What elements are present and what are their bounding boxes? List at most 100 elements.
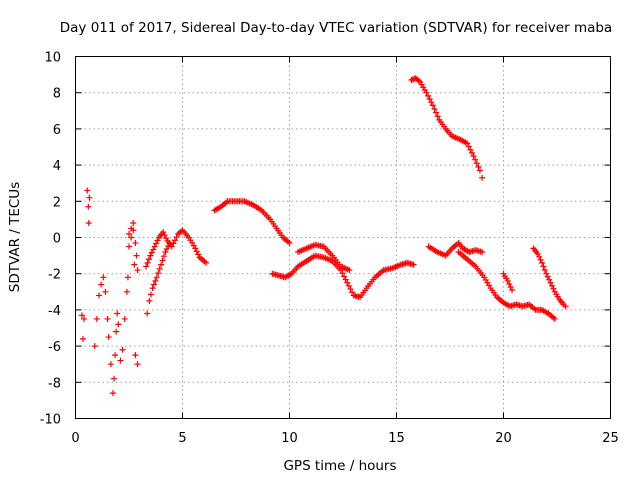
x-tick-label: 0 <box>71 431 79 446</box>
y-tick-labels: -10 -8 -6 -4 -2 0 2 4 6 8 10 <box>40 51 61 428</box>
series-m <box>530 245 569 310</box>
y-tick-label: -8 <box>48 376 61 391</box>
data-point <box>105 334 112 341</box>
data-point <box>111 375 118 382</box>
data-point <box>346 267 353 274</box>
data-point <box>541 267 548 274</box>
grid-lines <box>75 56 611 419</box>
data-point <box>134 267 141 274</box>
data-point <box>344 279 351 286</box>
x-tick-label: 10 <box>281 431 298 446</box>
x-tick-label: 15 <box>388 431 405 446</box>
data-point <box>475 163 482 170</box>
data-point <box>81 315 88 322</box>
data-point <box>534 250 541 257</box>
data-point <box>132 352 139 359</box>
data-point <box>347 286 354 293</box>
data-point <box>349 289 356 296</box>
data-point <box>112 352 119 359</box>
data-point <box>147 252 154 259</box>
data-point <box>434 113 441 120</box>
data-point <box>509 286 516 293</box>
data-point <box>168 243 175 250</box>
series-d <box>144 239 173 317</box>
data-point <box>133 252 140 259</box>
data-point <box>100 274 107 281</box>
data-point <box>544 273 551 280</box>
data-point <box>114 310 121 317</box>
data-point <box>148 249 155 256</box>
data-point <box>161 232 168 239</box>
data-point <box>163 245 170 252</box>
data-point <box>152 277 159 284</box>
data-point <box>96 292 103 299</box>
data-point <box>159 257 166 264</box>
series-l <box>500 270 516 293</box>
data-point <box>341 273 348 280</box>
y-tick-label: -6 <box>48 340 61 355</box>
y-tick-label: -4 <box>48 304 61 319</box>
y-tick-label: 6 <box>53 123 61 138</box>
data-point <box>429 102 436 109</box>
data-point <box>145 256 152 263</box>
data-point <box>132 239 139 246</box>
data-point <box>154 237 161 244</box>
data-point <box>550 285 557 292</box>
data-point <box>144 310 151 317</box>
series-e <box>143 227 210 270</box>
data-point <box>170 240 177 247</box>
data-point <box>147 291 154 298</box>
data-point <box>143 263 150 270</box>
axis-ticks <box>75 56 611 419</box>
data-point <box>160 229 167 236</box>
data-point <box>158 261 165 268</box>
data-point <box>151 243 158 250</box>
data-point <box>342 276 349 283</box>
data-point <box>506 280 513 287</box>
x-axis-label: GPS time / hours <box>283 458 396 474</box>
data-point <box>173 234 180 241</box>
chart-title: Day 011 of 2017, Sidereal Day-to-day VTE… <box>60 20 612 36</box>
data-point <box>536 253 543 260</box>
y-axis-label: SDTVAR / TECUs <box>7 182 23 292</box>
y-tick-label: 10 <box>44 51 61 66</box>
data-point <box>98 281 105 288</box>
data-point <box>113 328 120 335</box>
data-point <box>153 274 160 281</box>
data-point <box>131 261 138 268</box>
y-tick-label: 0 <box>53 232 61 247</box>
data-point <box>162 248 169 255</box>
data-point <box>470 153 477 160</box>
data-point <box>107 361 114 368</box>
data-point <box>160 253 167 260</box>
series-c <box>91 227 141 397</box>
data-point <box>93 315 100 322</box>
data-point <box>549 282 556 289</box>
data-point <box>286 239 293 246</box>
data-point <box>102 288 109 295</box>
data-point <box>124 274 131 281</box>
series-j <box>425 239 486 259</box>
x-tick-label: 5 <box>178 431 186 446</box>
data-point <box>426 96 433 103</box>
data-point <box>339 270 346 277</box>
data-point <box>479 174 486 181</box>
data-point <box>156 265 163 272</box>
data-point <box>119 346 126 353</box>
data-point <box>537 256 544 263</box>
data-point <box>79 335 86 342</box>
x-tick-labels: 0 5 10 15 20 25 <box>71 431 618 446</box>
data-point <box>345 282 352 289</box>
data-point <box>473 160 480 167</box>
x-tick-label: 20 <box>495 431 512 446</box>
data-point <box>504 277 511 284</box>
data-point <box>410 261 417 268</box>
data-point <box>547 279 554 286</box>
y-tick-label: -10 <box>40 413 61 428</box>
data-point <box>104 315 111 322</box>
data-point <box>476 167 483 174</box>
data-point <box>540 263 547 270</box>
data-point <box>134 361 141 368</box>
data-point <box>153 240 160 247</box>
